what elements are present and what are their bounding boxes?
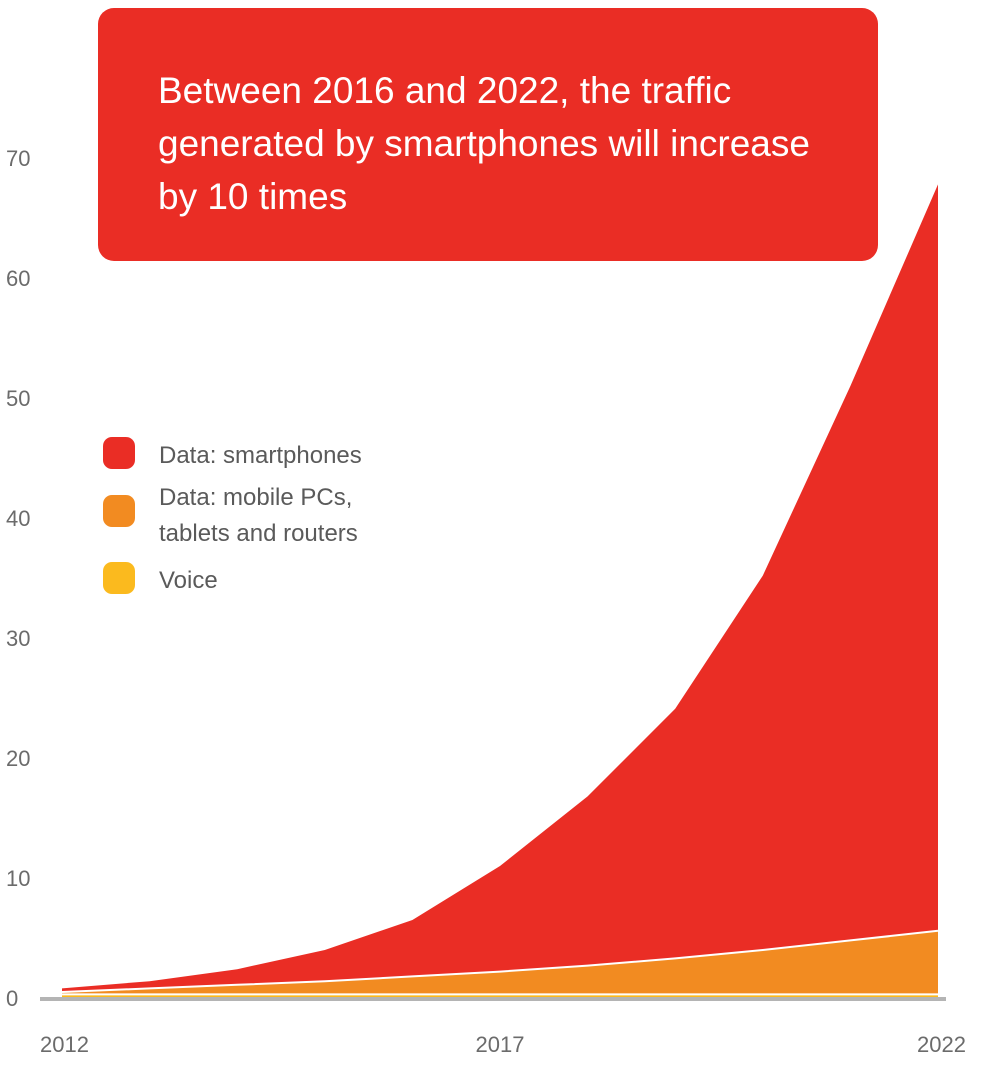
y-tick-label: 60 xyxy=(6,266,30,291)
headline-banner: Between 2016 and 2022, the traffic gener… xyxy=(98,8,878,261)
area-data-smartphones xyxy=(62,184,938,992)
legend-swatch xyxy=(103,562,135,594)
legend-item-data-mobile-pcs-tablets-and-routers: Data: mobile PCs, tablets and routers xyxy=(103,484,358,547)
x-tick-label: 2012 xyxy=(40,1032,89,1057)
legend-label: tablets and routers xyxy=(159,520,358,547)
legend-item-voice: Voice xyxy=(103,562,218,594)
legend-item-data-smartphones: Data: smartphones xyxy=(103,437,362,469)
x-tick-label: 2017 xyxy=(476,1032,525,1057)
y-tick-label: 70 xyxy=(6,146,30,171)
headline-text: Between 2016 and 2022, the traffic gener… xyxy=(158,70,810,217)
legend-swatch xyxy=(103,495,135,527)
legend-label: Data: smartphones xyxy=(159,442,362,469)
x-tick-label: 2022 xyxy=(917,1032,966,1057)
y-tick-label: 20 xyxy=(6,746,30,771)
legend-swatch xyxy=(103,437,135,469)
y-tick-label: 30 xyxy=(6,626,30,651)
area-data-mobile-pcs-tablets-and-routers xyxy=(62,930,938,995)
series-boundary-line xyxy=(61,929,939,993)
y-tick-label: 40 xyxy=(6,506,30,531)
y-tick-label: 50 xyxy=(6,386,30,411)
legend-label: Data: mobile PCs, xyxy=(159,484,352,511)
y-tick-label: 10 xyxy=(6,866,30,891)
legend-label: Voice xyxy=(159,567,218,594)
y-tick-label: 0 xyxy=(6,986,18,1011)
